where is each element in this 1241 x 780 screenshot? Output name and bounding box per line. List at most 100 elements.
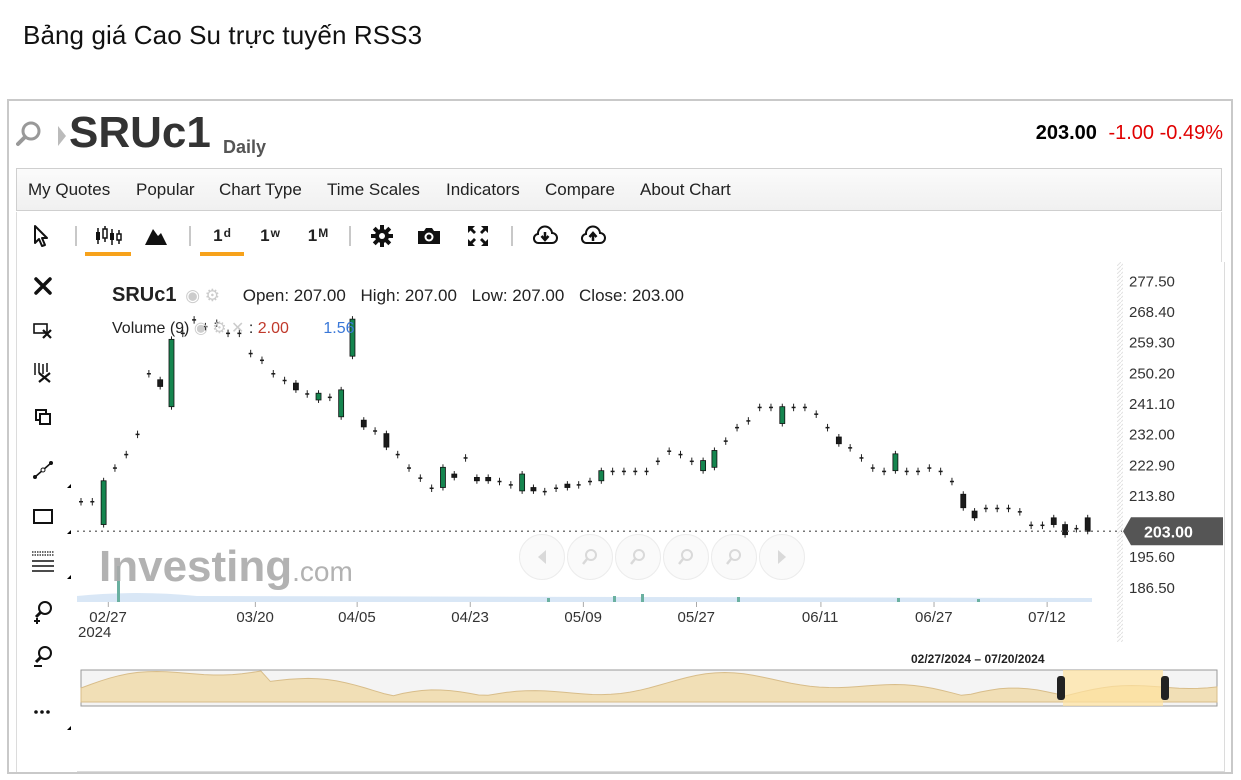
menu-indicators[interactable]: Indicators xyxy=(446,180,520,199)
search-icon[interactable] xyxy=(16,120,44,148)
page-title: Bảng giá Cao Su trực tuyến RSS3 xyxy=(23,20,423,50)
candle-body xyxy=(1050,517,1057,525)
zoom-in-button[interactable] xyxy=(29,598,57,626)
candle-body xyxy=(530,487,537,492)
candle-body xyxy=(960,493,967,509)
settings-button[interactable] xyxy=(367,220,397,252)
chevron-right-icon[interactable] xyxy=(56,122,68,150)
volume-bar xyxy=(977,599,980,602)
pan-right-button[interactable] xyxy=(759,534,805,580)
zoom-fit-button[interactable] xyxy=(663,534,709,580)
candle-body xyxy=(689,460,694,463)
y-tick-label: 277.50 xyxy=(1129,273,1175,290)
candle-body xyxy=(848,447,853,449)
menu-chart-type[interactable]: Chart Type xyxy=(219,180,302,199)
candle-body xyxy=(1040,524,1045,527)
more-tools-button[interactable] xyxy=(29,698,71,730)
navigator-handle-right[interactable] xyxy=(1161,676,1169,700)
fibonacci-button[interactable] xyxy=(29,547,71,579)
volume-bar xyxy=(641,594,644,602)
chart-area[interactable]: 277.50 268.40 259.30 250.20 241.10 232.00 222.… xyxy=(77,262,1225,772)
trendline-button[interactable] xyxy=(29,456,71,488)
navigator-range-label: 02/27/2024 – 07/20/2024 xyxy=(911,652,1045,666)
pan-right-icon xyxy=(778,550,786,564)
ohlc-legend: SRUc1 ◉ ⚙ Open: 207.00 High: 207.00 Low:… xyxy=(112,284,694,307)
candle-body xyxy=(146,373,151,375)
x-sub-label: 2024 xyxy=(78,624,111,641)
navigator-selection[interactable] xyxy=(1063,670,1163,706)
candle-body xyxy=(349,318,356,357)
navigator[interactable] xyxy=(80,669,1218,707)
candle-body xyxy=(711,450,718,468)
delete-all-icon xyxy=(34,363,51,383)
fullscreen-button[interactable] xyxy=(463,220,493,252)
candle-body xyxy=(835,436,842,445)
close-drawing-button[interactable] xyxy=(29,272,57,300)
candles-chart-button[interactable] xyxy=(91,220,125,252)
y-tick-label: 222.90 xyxy=(1129,457,1175,474)
volume-area xyxy=(77,593,1092,602)
menu-popular[interactable]: Popular xyxy=(136,180,195,199)
timeframe-week-suffix: w xyxy=(270,226,280,240)
x-tick-label: 06/11 xyxy=(802,609,838,626)
navigator-handle-left[interactable] xyxy=(1057,676,1065,700)
rectangle-icon xyxy=(33,509,53,524)
price-chart[interactable]: 277.50 268.40 259.30 250.20 241.10 232.00 222.… xyxy=(77,262,1225,772)
legend-eye-icon[interactable]: ◉ ⚙ xyxy=(185,286,221,305)
zoom-in-chart-button[interactable] xyxy=(567,534,613,580)
candle-body xyxy=(463,457,468,459)
candle-body xyxy=(508,484,513,486)
candle-body xyxy=(757,406,762,409)
camera-icon xyxy=(418,228,440,244)
zoom-out-chart-button[interactable] xyxy=(615,534,661,580)
upload-button[interactable] xyxy=(578,220,608,252)
candle-body xyxy=(825,426,830,429)
x-tick-label: 04/23 xyxy=(451,609,489,626)
x-tick-label: 03/20 xyxy=(236,609,274,626)
menu-about-chart[interactable]: About Chart xyxy=(640,180,731,199)
pan-left-button[interactable] xyxy=(519,534,565,580)
trendline-icon xyxy=(33,461,53,479)
volume-legend-icons[interactable]: ◉ ⚙ ✕ xyxy=(193,320,245,337)
delete-drawing-button[interactable] xyxy=(29,316,57,344)
zoom-out-icon xyxy=(34,646,52,667)
candle-body xyxy=(373,430,378,432)
volume-legend-label: Volume (9) xyxy=(112,320,190,337)
candle-body xyxy=(157,379,164,387)
candle-body xyxy=(395,453,400,456)
period-label: Daily xyxy=(223,137,267,157)
y-tick-label: 213.80 xyxy=(1129,488,1175,505)
screenshot-button[interactable] xyxy=(414,220,444,252)
candle-body xyxy=(598,470,605,482)
zoom-reset-button[interactable] xyxy=(711,534,757,580)
candle-body xyxy=(282,379,287,382)
menu-time-scales[interactable]: Time Scales xyxy=(327,180,420,199)
submenu-corner xyxy=(67,726,71,730)
cursor-tool-button[interactable] xyxy=(29,220,53,252)
rectangle-button[interactable] xyxy=(29,502,71,534)
volume-bar xyxy=(897,598,900,602)
drawing-tools-panel xyxy=(16,262,77,772)
delete-all-button[interactable] xyxy=(29,358,57,386)
toolbar-separator xyxy=(75,226,77,246)
download-button[interactable] xyxy=(530,220,560,252)
menu-compare[interactable]: Compare xyxy=(545,180,615,199)
legend-symbol: SRUc1 xyxy=(112,284,177,306)
clone-button[interactable] xyxy=(29,403,57,431)
timeframe-week-label: 1 xyxy=(260,226,270,245)
y-tick-label: 250.20 xyxy=(1129,365,1175,382)
candle-body xyxy=(621,470,626,473)
candle-body xyxy=(497,480,502,483)
active-timeframe-indicator xyxy=(200,252,244,256)
candle-body xyxy=(360,419,367,428)
submenu-corner xyxy=(67,575,71,579)
zoom-out-button[interactable] xyxy=(29,643,57,671)
y-tick-label: 232.00 xyxy=(1129,427,1175,444)
area-chart-button[interactable] xyxy=(141,220,171,252)
chart-navigation-controls xyxy=(519,534,805,580)
menu-my-quotes[interactable]: My Quotes xyxy=(28,180,111,199)
candle-body xyxy=(768,406,773,409)
